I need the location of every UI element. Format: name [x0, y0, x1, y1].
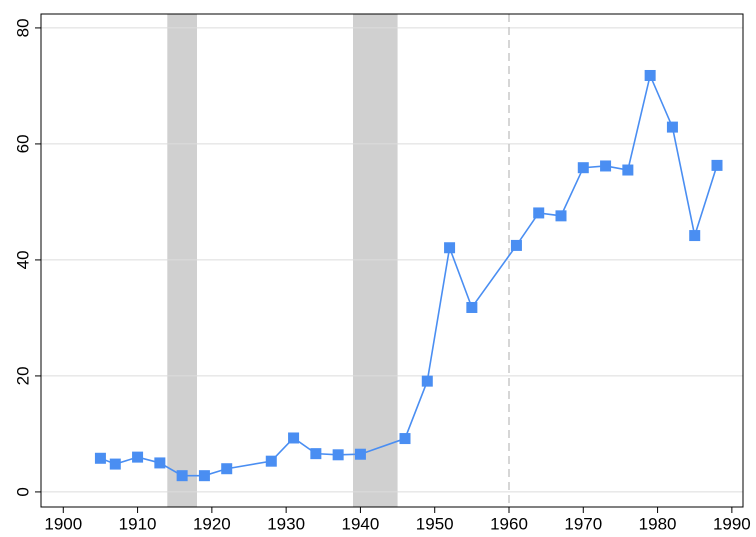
point [310, 448, 322, 460]
shaded-period [167, 14, 197, 507]
x-tick-label: 1950 [416, 514, 454, 533]
point [444, 242, 456, 254]
x-tick-label: 1920 [193, 514, 231, 533]
point [154, 457, 166, 469]
x-tick-label: 1930 [267, 514, 305, 533]
point [354, 448, 366, 460]
point [109, 458, 121, 470]
point [176, 470, 188, 482]
point [689, 230, 701, 242]
point [94, 452, 106, 464]
x-tick-label: 1990 [713, 514, 751, 533]
point [666, 121, 678, 133]
point [533, 207, 545, 219]
x-tick-label: 1910 [119, 514, 157, 533]
point [510, 239, 522, 251]
plot-frame [40, 13, 744, 508]
point [265, 455, 277, 467]
x-tick-label: 1940 [342, 514, 380, 533]
y-tick-label: 60 [13, 134, 32, 153]
y-tick-label: 40 [13, 250, 32, 269]
point [198, 470, 210, 482]
point [555, 210, 567, 222]
point [288, 432, 300, 444]
point [577, 162, 589, 174]
point [399, 433, 411, 445]
point [421, 375, 433, 387]
y-tick-label: 20 [13, 366, 32, 385]
x-tick-label: 1970 [564, 514, 602, 533]
y-tick-label: 80 [13, 18, 32, 37]
y-tick-label: 0 [13, 487, 32, 496]
x-tick-label: 1900 [44, 514, 82, 533]
x-tick-label: 1980 [639, 514, 677, 533]
point [644, 69, 656, 81]
point [466, 301, 478, 313]
point [711, 159, 723, 171]
shaded-period [353, 14, 398, 507]
point [622, 164, 634, 176]
point [132, 451, 144, 463]
point [600, 160, 612, 172]
x-tick-label: 1960 [490, 514, 528, 533]
point [332, 449, 344, 461]
point [221, 463, 233, 475]
